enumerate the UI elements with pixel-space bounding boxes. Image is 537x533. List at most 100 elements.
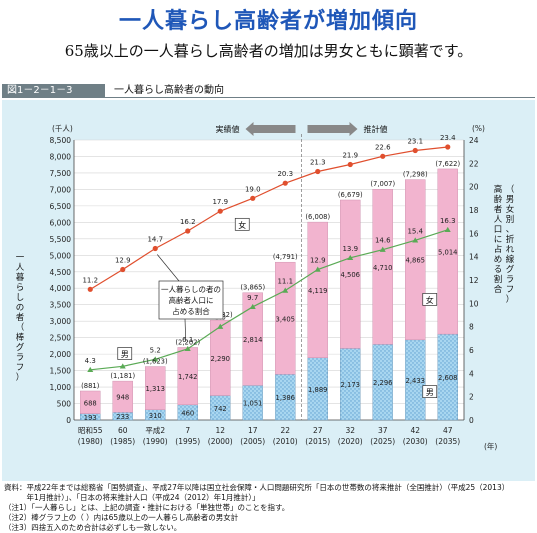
right-axis-title-char: 合 [494,284,503,295]
x-tick-era: 37 [378,426,388,435]
right-axis-title-char: 別 [506,215,515,225]
bar-female-value: 688 [84,399,97,407]
left-axis-title-char: ） [16,372,25,383]
x-tick-year: (1980) [78,437,103,446]
female-bar-tag: 女 [426,295,434,305]
bar-female-value: 4,119 [308,287,327,295]
male-ratio-value: 15.4 [407,227,423,235]
left-tick-label: 6,500 [50,202,72,211]
left-axis-title-char: （ [16,322,25,333]
female-ratio-value: 16.2 [180,218,196,226]
left-tick-label: 2,500 [50,334,72,343]
bar-total-value: (4,791) [273,253,298,261]
left-tick-label: 3,500 [50,301,72,310]
left-axis-title-char: の [16,303,25,313]
right-axis-title-char: 者 [494,205,503,215]
female-ratio-value: 21.3 [310,159,326,167]
left-tick-label: 4,000 [50,284,72,293]
male-ratio-value: 16.3 [440,217,456,225]
bar-male-value: 1,051 [243,400,262,408]
male-ratio-line [90,229,448,371]
right-tick-label: 4 [469,369,474,378]
male-ratio-value: 5.2 [150,346,161,354]
callout-box [158,280,224,320]
bar-total-value: (7,622) [435,160,460,168]
bar-female [210,319,231,396]
right-axis-title-char: 線 [506,254,515,265]
bar-total-value: (7,298) [403,171,428,179]
left-axis-title-char: 暮 [16,272,25,283]
bar-female-value: 4,865 [406,257,425,265]
right-tick-label: 22 [469,159,479,168]
left-tick-label: 1,500 [50,367,72,376]
plot-area [74,140,464,420]
figure-number: 図1－2－1－3 [2,84,105,98]
left-axis-title-char: し [16,293,25,303]
female-ratio-point [152,245,158,252]
bar-male-value: 460 [181,409,194,417]
x-tick-era: 平成2 [145,425,165,435]
x-tick-era: 17 [248,426,258,435]
female-ratio-value: 11.2 [82,276,98,284]
right-axis-unit: (%) [472,124,485,133]
right-tick-label: 18 [469,206,479,215]
actual-arrow [245,122,296,136]
x-tick-era: 12 [215,426,225,435]
x-tick-year: (2015) [305,437,330,446]
female-ratio-point [412,147,418,154]
x-tick-year: (2025) [370,437,395,446]
right-axis-title-char: 占 [494,244,503,255]
bar-female-value: 1,313 [146,385,165,393]
right-axis-title-char: 折 [506,234,515,245]
right-axis-title-char: 女 [506,204,515,215]
right-axis-title-char: め [494,255,503,265]
male-ratio-point [379,246,386,252]
page-subtitle: 65歳以上の一人暮らし高齢者の増加は男女ともに顕著です。 [64,42,473,60]
right-axis-title-char: 、 [506,225,515,235]
bar-female-value: 2,814 [243,336,262,344]
female-ratio-point [445,144,451,150]
female-ratio-value: 23.1 [407,138,423,146]
bar-female [340,199,361,349]
x-tick-era: 22 [280,426,290,435]
left-axis-title-char: ラ [16,353,25,363]
bar-female-value: 5,014 [438,249,457,257]
x-tick-year: (2035) [435,437,460,446]
female-ratio-point [380,153,386,159]
male-ratio-value: 12.9 [310,257,326,265]
male-ratio-point [282,287,289,293]
male-line-tag-box [117,347,133,360]
bar-male-value: 742 [214,405,227,413]
left-axis-title-char: 一 [16,253,25,263]
x-tick-era: 42 [410,426,420,435]
male-ratio-value: 13.9 [342,245,358,253]
x-tick-year: (1995) [175,437,200,446]
figure-header: 図1－2－1－3 一人暮らし高齢者の動向 [2,84,535,98]
bar-female-value: 948 [116,394,129,402]
bar-female [145,366,166,410]
female-line-tag: 女 [238,220,246,230]
female-ratio-point [315,168,321,175]
female-ratio-line [89,146,448,290]
bar-total-value: (7,007) [370,180,395,188]
bar-male-value: 2,173 [341,381,360,389]
bar-male-value: 1,889 [308,386,327,394]
female-bar-tag-box [422,293,438,306]
x-tick-era: 60 [118,426,128,435]
x-tick-year: (2030) [403,437,428,446]
bar-female [80,390,101,414]
left-tick-label: 5,000 [50,251,72,260]
x-tick-year: (2005) [240,437,265,446]
right-tick-label: 14 [469,253,479,262]
right-axis-title-char: 割 [494,274,503,285]
bar-male-value: 1,386 [276,394,295,402]
bar-female-value: 1,742 [178,373,197,381]
callout-text: 一人暮らしの者の [161,284,221,294]
left-axis-title-char: フ [16,363,25,373]
male-ratio-value: 11.1 [277,278,293,286]
left-tick-label: 1,000 [50,383,72,392]
right-axis-title-char: る [494,265,503,275]
bar-male-value: 2,608 [438,374,457,382]
bar-female [112,380,133,413]
male-ratio-point [314,266,321,272]
